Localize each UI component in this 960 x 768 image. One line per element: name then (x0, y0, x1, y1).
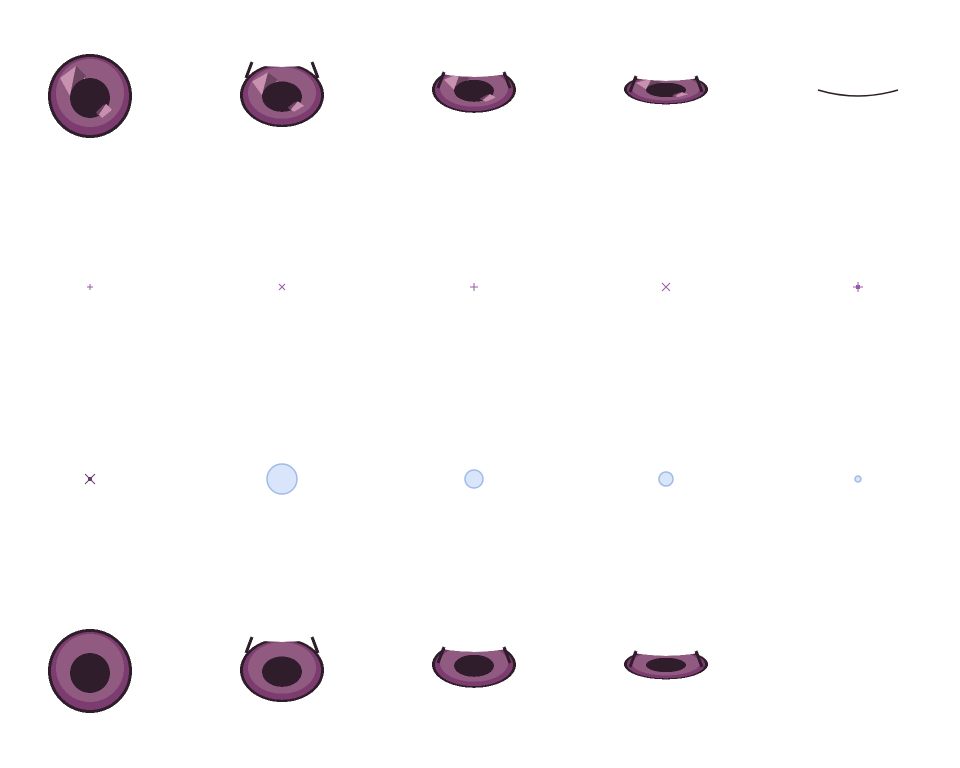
sparkle-and-bubbles-frame-2 (266, 463, 298, 495)
eye-body (432, 70, 516, 113)
bubble-circle (266, 463, 298, 495)
eye-body (48, 54, 132, 138)
sparkle-and-bubbles-frame-5 (854, 475, 862, 483)
sparkle-v (473, 283, 475, 291)
sparkle-and-bubbles-frame-3 (464, 469, 484, 489)
eye-body (240, 638, 324, 703)
eye-blink-highlighted-frame-4 (624, 74, 708, 105)
pupil (646, 82, 686, 98)
pupil (454, 654, 494, 677)
eye-body (48, 629, 132, 713)
eyelid-clip (432, 70, 516, 113)
eyelid-horn-right (310, 61, 320, 79)
eye-body (432, 645, 516, 688)
eye-blink-plain-frame-1 (48, 629, 132, 713)
bubble-circle (854, 475, 862, 483)
sparkle-v (89, 284, 91, 290)
bubble-circle (464, 469, 484, 489)
eyelid-horn-left (436, 71, 446, 89)
sparkle-twinkle-frame-2 (278, 283, 286, 291)
sparkle-core (88, 477, 92, 481)
sparkle-core (856, 285, 860, 289)
eye-blink-highlighted-frame-1 (48, 54, 132, 138)
eye-blink-highlighted-frame-2 (240, 61, 324, 128)
eyelid-horn-right (502, 646, 512, 664)
eye-body (624, 649, 708, 680)
eyelid-clip (240, 63, 324, 128)
sparkle-x (278, 283, 286, 291)
eyelid-horn-right (694, 75, 704, 93)
pupil (646, 657, 686, 673)
eyelid-horn-left (244, 61, 254, 79)
pupil (70, 653, 110, 693)
highlight-small-shadow (288, 101, 298, 111)
eyelid-horn-left (244, 636, 254, 654)
eyelid-clip (432, 645, 516, 688)
eyelid-horn-right (502, 71, 512, 89)
eye-blink-highlighted-frame-3 (432, 70, 516, 113)
pupil (262, 656, 302, 687)
eyelid-horn-left (628, 650, 638, 668)
sparkle-and-bubbles-frame-4 (658, 471, 674, 487)
bubble-circle (658, 471, 674, 487)
eyelid-horn-left (628, 75, 638, 93)
highlight-small (672, 92, 688, 98)
sparkle-twinkle-frame-4 (661, 282, 671, 292)
eyelid-horn-left (436, 646, 446, 664)
highlight-small-shadow (96, 104, 106, 116)
highlight-small-shadow (672, 92, 682, 97)
eye-blink-plain-frame-3 (432, 645, 516, 688)
eyelid-clip (624, 649, 708, 680)
eye-blink-plain-frame-2 (240, 636, 324, 703)
eye-body (240, 63, 324, 128)
sparkle-twinkle-frame-3 (470, 283, 478, 291)
highlight-small (480, 94, 496, 102)
eyelid-horn-right (694, 650, 704, 668)
sparkle-twinkle-frame-5 (853, 282, 863, 292)
highlight-small-shadow (480, 94, 490, 101)
eye-body (624, 74, 708, 105)
eye-blink-highlighted-frame-5 (817, 89, 899, 97)
highlight-small (96, 104, 112, 118)
eyelid-horn-right (310, 636, 320, 654)
sparkle-x (661, 282, 671, 292)
eyelid-clip (624, 74, 708, 105)
sparkle-twinkle-frame-1 (87, 284, 93, 290)
pupil (454, 79, 494, 102)
highlight-small (288, 101, 304, 112)
sparkle-and-bubbles-frame-1 (84, 473, 96, 485)
eyelid-clip (240, 638, 324, 703)
eye-blink-plain-frame-4 (624, 649, 708, 680)
